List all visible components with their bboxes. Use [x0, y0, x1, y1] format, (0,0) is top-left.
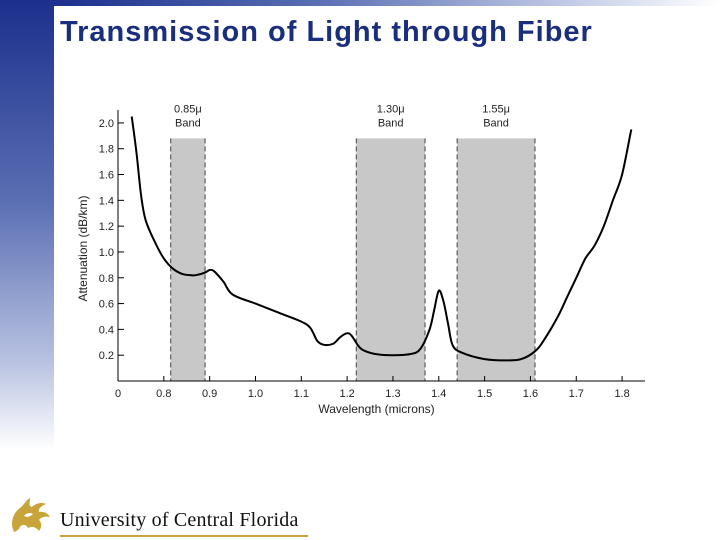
y-tick-label: 0.8 — [99, 273, 114, 285]
x-tick-label: 1.6 — [523, 388, 538, 400]
x-tick-label: 1.2 — [339, 388, 354, 400]
x-tick-label: 1.5 — [477, 388, 492, 400]
y-tick-label: 1.6 — [99, 170, 114, 182]
university-name: University of Central Florida — [60, 509, 299, 531]
y-axis-label: Attenuation (dB/km) — [76, 195, 90, 301]
x-tick-label: 1.8 — [614, 388, 629, 400]
slide-left-gradient-bar — [0, 0, 54, 450]
attenuation-curve — [130, 116, 633, 362]
band-name-label: 1.55μ — [482, 103, 510, 115]
x-tick-label: 1.3 — [385, 388, 400, 400]
band-region — [457, 138, 536, 381]
x-tick-label: 1.0 — [248, 388, 263, 400]
x-origin-label: 0 — [115, 388, 121, 400]
y-tick-label: 2.0 — [99, 118, 114, 130]
y-tick-label: 0.2 — [99, 350, 114, 362]
y-tick-label: 1.0 — [99, 247, 114, 259]
y-tick-label: 1.4 — [99, 195, 114, 207]
band-name-label: 0.85μ — [174, 103, 202, 115]
x-tick-label: 1.4 — [431, 388, 446, 400]
x-tick-label: 0.8 — [156, 388, 171, 400]
band-name-label: 1.30μ — [377, 103, 405, 115]
y-tick-label: 1.8 — [99, 144, 114, 156]
slide-title: Transmission of Light through Fiber — [60, 16, 593, 48]
band-label: Band — [175, 117, 201, 129]
band-label: Band — [378, 117, 404, 129]
footer-gold-rule — [60, 535, 308, 537]
y-tick-label: 1.2 — [99, 221, 114, 233]
band-region — [170, 138, 206, 381]
slide-top-gradient-bar — [54, 0, 720, 6]
x-tick-label: 1.7 — [569, 388, 584, 400]
pegasus-logo-icon — [12, 498, 50, 532]
x-tick-label: 0.9 — [202, 388, 217, 400]
y-tick-label: 0.6 — [99, 299, 114, 311]
x-tick-label: 1.1 — [294, 388, 309, 400]
band-region — [356, 138, 426, 381]
y-tick-label: 0.4 — [99, 324, 114, 336]
x-axis-label: Wavelength (microns) — [318, 402, 434, 416]
band-label: Band — [483, 117, 509, 129]
